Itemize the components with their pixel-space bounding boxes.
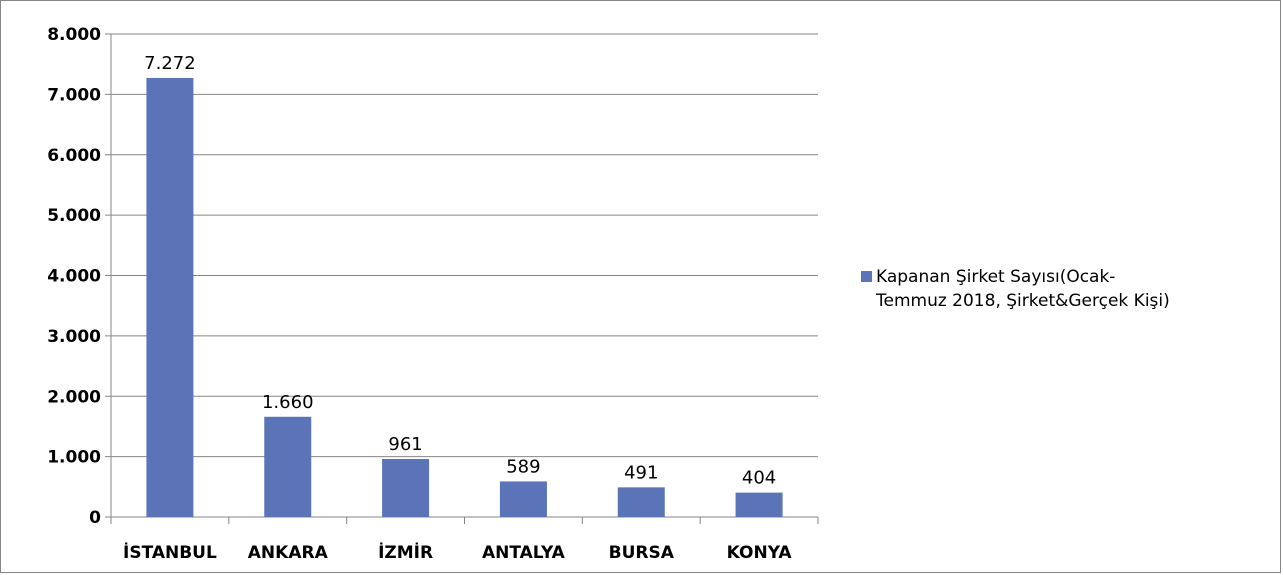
y-tick-label: 4.000 — [47, 267, 101, 287]
x-tick-label: ANKARA — [248, 543, 329, 563]
x-tick-label: BURSA — [609, 543, 675, 563]
x-tick-label: İZMİR — [378, 541, 433, 563]
y-tick-label: 3.000 — [47, 327, 101, 347]
legend-label-line-1: Kapanan Şirket Sayısı(Ocak- — [876, 267, 1116, 287]
gridlines — [111, 33, 818, 458]
y-tick-label: 2.000 — [47, 387, 101, 407]
y-tick-label: 7.000 — [47, 85, 101, 105]
data-label: 961 — [388, 434, 422, 455]
bar — [382, 458, 430, 517]
y-tick-label: 6.000 — [47, 146, 101, 166]
data-labels: 7.272 1.660 961 589 491 404 — [144, 53, 776, 489]
y-tick-label: 8.000 — [47, 25, 101, 45]
bar — [264, 416, 312, 517]
axes — [105, 33, 819, 524]
x-tick-labels: İSTANBUL ANKARA İZMİR ANTALYA BURSA KONYA — [123, 541, 792, 563]
x-tick-label: KONYA — [727, 543, 793, 563]
legend: Kapanan Şirket Sayısı(Ocak- Temmuz 2018,… — [861, 265, 1261, 313]
bar — [617, 487, 665, 517]
legend-swatch — [861, 271, 872, 282]
y-tick-label: 1.000 — [47, 448, 101, 468]
data-label: 491 — [624, 462, 658, 483]
data-label: 589 — [506, 456, 540, 477]
x-tick-label: İSTANBUL — [123, 541, 217, 563]
data-label: 7.272 — [144, 53, 196, 74]
bar — [735, 492, 783, 517]
y-tick-label: 5.000 — [47, 206, 101, 226]
y-tick-label: 0 — [89, 508, 101, 528]
data-label: 1.660 — [262, 392, 314, 413]
bar — [499, 481, 547, 517]
bars — [146, 77, 783, 517]
bar — [146, 77, 194, 517]
legend-entry: Kapanan Şirket Sayısı(Ocak- — [861, 265, 1261, 289]
y-tick-labels: 0 1.000 2.000 3.000 4.000 5.000 6.000 7.000 8.00… — [47, 25, 101, 528]
legend-label-line-2: Temmuz 2018, Şirket&Gerçek Kişi) — [876, 291, 1170, 311]
data-label: 404 — [742, 468, 776, 489]
x-tick-label: ANTALYA — [482, 543, 566, 563]
